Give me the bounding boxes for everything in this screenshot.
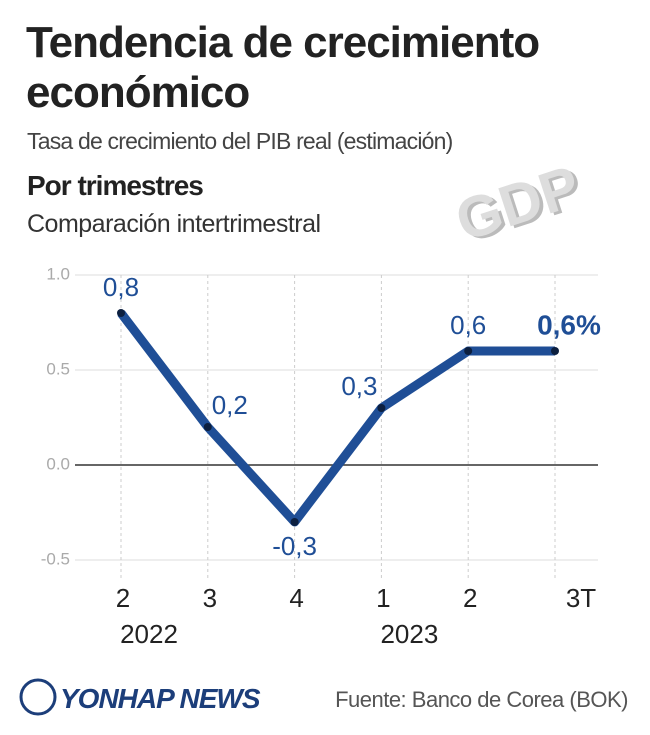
point: [290, 518, 299, 526]
title: Tendencia de crecimiento económico: [26, 18, 540, 117]
section-title: Por trimestres: [27, 170, 204, 201]
logo-mark: [19, 678, 57, 716]
x-tick-label: 4: [289, 583, 303, 613]
logo: YONHAP NEWS: [60, 683, 261, 714]
value-label: 0,2: [212, 390, 248, 420]
point: [551, 347, 559, 355]
series-line: [117, 310, 555, 527]
point: [203, 423, 212, 431]
x-tick-label: 2: [116, 583, 130, 613]
section-subtitle: Comparación intertrimestral: [27, 210, 321, 238]
y-tick-label: 0.0: [46, 454, 70, 473]
value-label: 0,6%: [537, 309, 601, 340]
subtitle: Tasa de crecimiento del PIB real (estima…: [27, 128, 453, 154]
value-label: 0,6: [450, 310, 486, 340]
value-label: 0,8: [103, 272, 139, 302]
x-tick-label: 2: [463, 583, 477, 613]
x-tick-label: 3: [203, 583, 217, 613]
source: Fuente: Banco de Corea (BOK): [335, 687, 628, 712]
point: [117, 309, 125, 317]
year-label: 2022: [120, 619, 178, 649]
value-label: -0,3: [272, 531, 317, 561]
value-label: 0,3: [341, 371, 377, 401]
y-tick-label: 1.0: [46, 264, 70, 283]
x-tick-label: 3T: [566, 583, 596, 613]
point: [464, 347, 473, 355]
y-tick-label: 0.5: [46, 359, 70, 378]
x-tick-label: 1: [376, 583, 390, 613]
year-label: 2023: [380, 619, 438, 649]
y-tick-label: -0.5: [41, 549, 70, 568]
point: [377, 404, 386, 412]
